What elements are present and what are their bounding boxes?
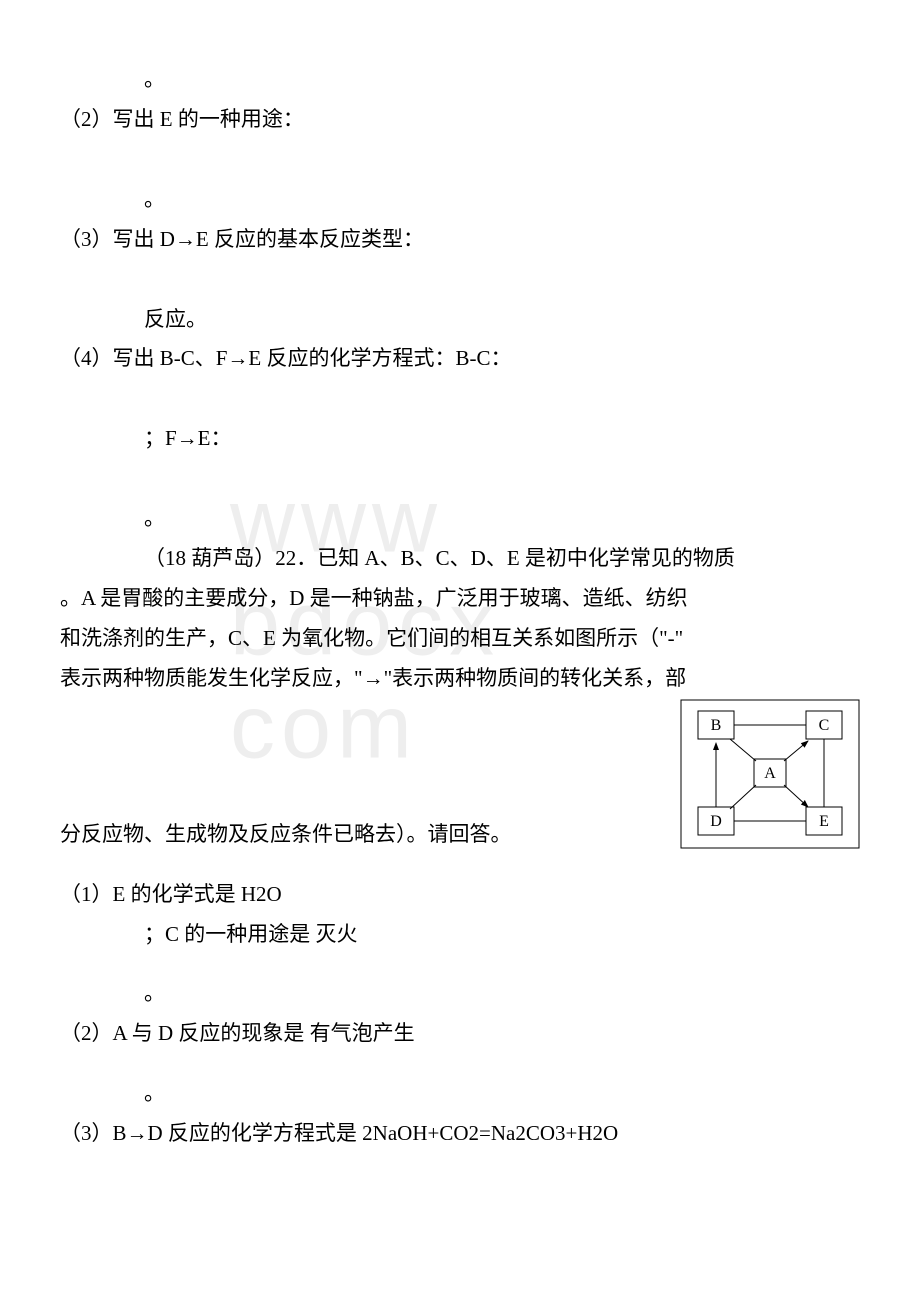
q2-intro1: （18 葫芦岛）22．已知 A、B、C、D、E 是初中化学常见的物质 bbox=[60, 539, 860, 579]
q2-a1p: 。 bbox=[60, 974, 860, 1014]
reaction-diagram: B C A D E bbox=[680, 699, 860, 849]
q1-period: 。 bbox=[60, 60, 860, 100]
q1-line2: （2）写出 E 的一种用途： bbox=[60, 100, 860, 140]
q2-a3: （3）B→D 反应的化学方程式是 2NaOH+CO2=Na2CO3+H2O bbox=[60, 1114, 860, 1154]
q1-line4b: ；F→E： bbox=[60, 419, 860, 459]
q2-a1b: ；C 的一种用途是 灭火 bbox=[60, 915, 860, 955]
q1-line3: （3）写出 D→E 反应的基本反应类型： bbox=[60, 220, 860, 260]
q1-line4: （4）写出 B-C、F→E 反应的化学方程式：B-C： bbox=[60, 339, 860, 379]
q2-a2: （2）A 与 D 反应的现象是 有气泡产生 bbox=[60, 1014, 860, 1054]
document-content: 。 （2）写出 E 的一种用途： 。 （3）写出 D→E 反应的基本反应类型： … bbox=[60, 60, 860, 1154]
q2-intro4: 表示两种物质能发生化学反应，"→"表示两种物质间的转化关系，部 bbox=[60, 659, 860, 699]
node-b: B bbox=[711, 717, 722, 734]
q2-intro2: 。A 是胃酸的主要成分，D 是一种钠盐，广泛用于玻璃、造纸、纺织 bbox=[60, 579, 860, 619]
q2-intro-end: 分反应物、生成物及反应条件已略去）。请回答。 bbox=[60, 815, 672, 855]
q2-a2p: 。 bbox=[60, 1074, 860, 1114]
q2-intro3: 和洗涤剂的生产，C、E 为氧化物。它们间的相互关系如图所示（"-" bbox=[60, 619, 860, 659]
node-d: D bbox=[710, 813, 722, 830]
q2-a1: （1）E 的化学式是 H2O bbox=[60, 875, 860, 915]
q1-line3b: 反应。 bbox=[60, 300, 860, 340]
q1-period4: 。 bbox=[60, 499, 860, 539]
node-c: C bbox=[819, 717, 830, 734]
node-e: E bbox=[819, 813, 829, 830]
node-a: A bbox=[764, 765, 776, 782]
q1-period2: 。 bbox=[60, 180, 860, 220]
